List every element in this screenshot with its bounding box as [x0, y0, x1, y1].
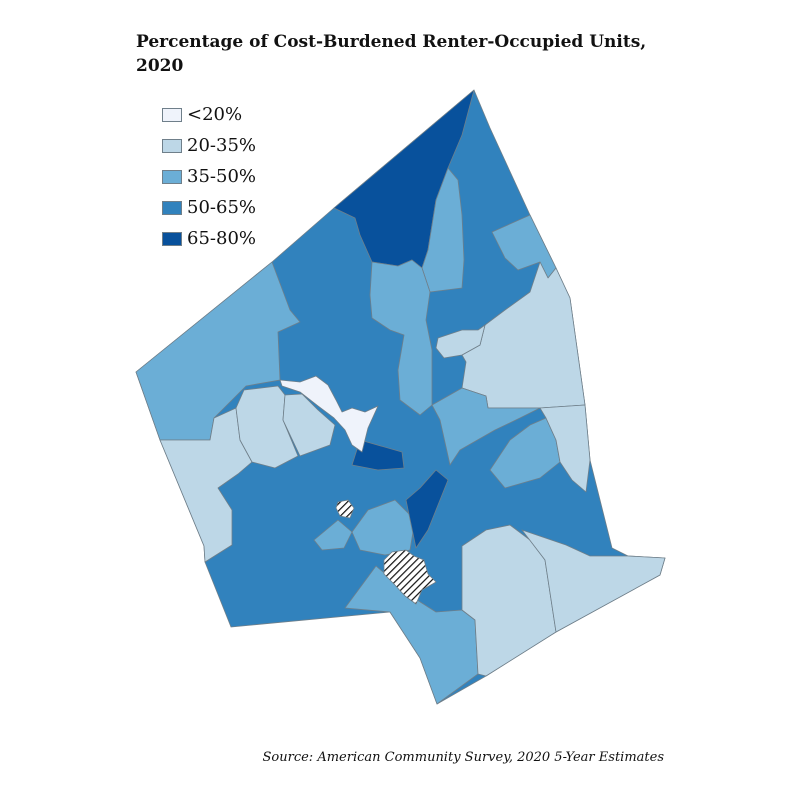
tract	[435, 324, 486, 359]
legend-swatch	[162, 107, 182, 122]
no-data-tract	[335, 499, 355, 519]
legend-swatch	[162, 169, 182, 184]
legend-swatch	[162, 138, 182, 153]
legend-item: 35-50%	[162, 161, 256, 192]
legend-label: <20%	[187, 104, 243, 125]
legend-swatch	[162, 231, 182, 246]
tract	[351, 499, 416, 556]
tract	[235, 385, 299, 469]
legend-label: 20-35%	[187, 135, 256, 156]
tract	[539, 404, 591, 493]
tract	[521, 529, 666, 633]
legend-item: 65-80%	[162, 223, 256, 254]
legend-swatch	[162, 200, 182, 215]
tract	[282, 393, 336, 457]
tract	[421, 167, 465, 293]
no-data-tract	[383, 549, 437, 605]
legend-label: 35-50%	[187, 166, 256, 187]
map-title: Percentage of Cost-Burdened Renter-Occup…	[136, 32, 647, 76]
tract	[431, 387, 541, 466]
legend: <20% 20-35% 35-50% 50-65% 65-80%	[162, 99, 256, 254]
legend-item: 20-35%	[162, 130, 256, 161]
source-caption: Source: American Community Survey, 2020 …	[262, 750, 664, 765]
legend-item: <20%	[162, 99, 256, 130]
legend-label: 65-80%	[187, 228, 256, 249]
tract	[159, 407, 253, 563]
tract	[351, 439, 405, 471]
tract	[369, 259, 433, 416]
legend-label: 50-65%	[187, 197, 256, 218]
tract	[405, 469, 449, 549]
tract	[313, 519, 353, 551]
tract	[279, 375, 379, 453]
legend-item: 50-65%	[162, 192, 256, 223]
